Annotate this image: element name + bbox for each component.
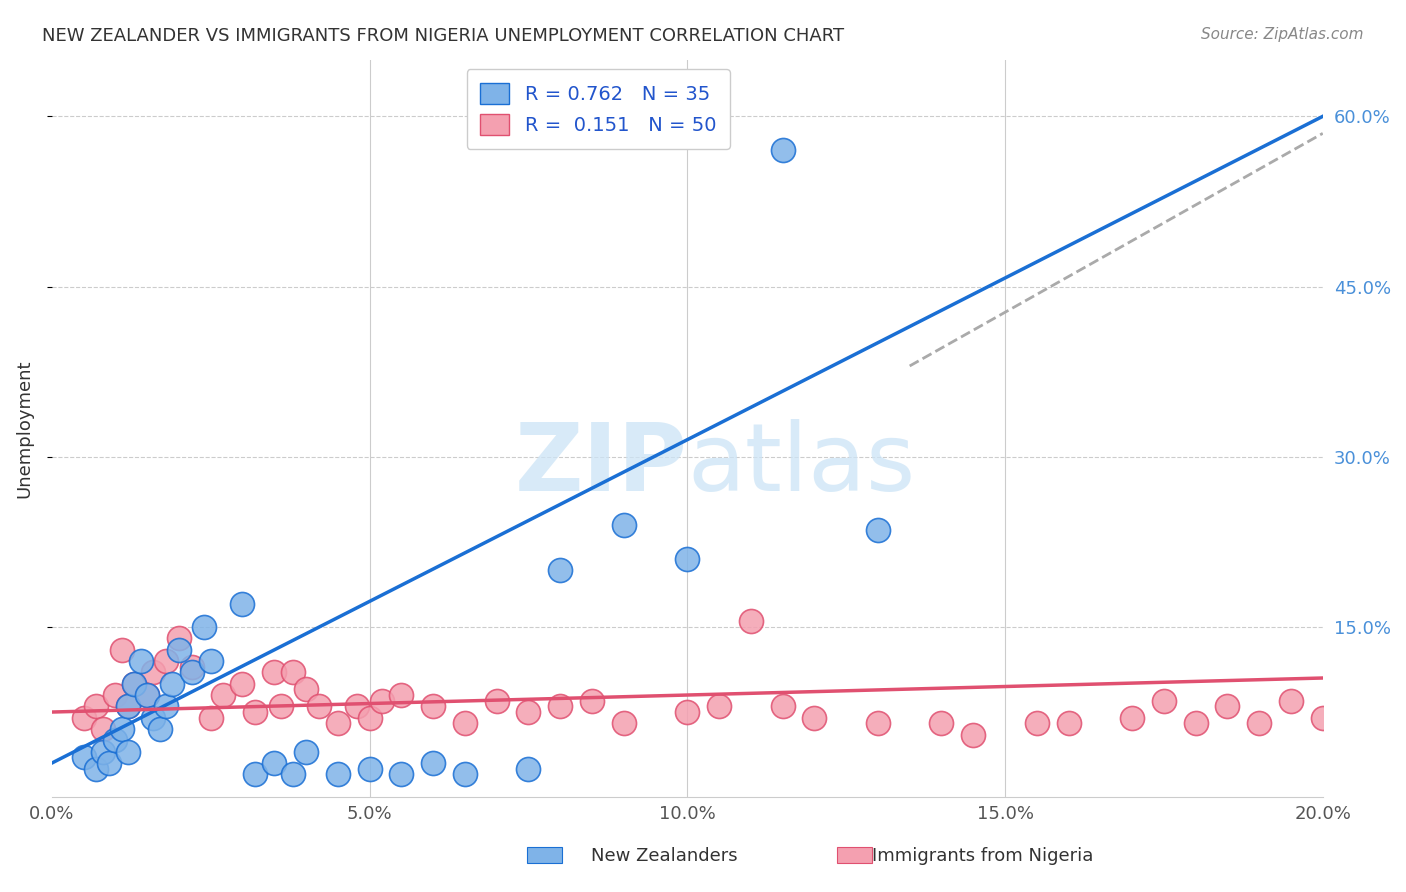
Point xyxy=(72,711,94,725)
Point xyxy=(97,756,120,771)
Point xyxy=(231,676,253,690)
Point xyxy=(707,699,730,714)
Point xyxy=(1216,699,1239,714)
Point xyxy=(270,699,292,714)
Point xyxy=(548,699,571,714)
Point xyxy=(243,767,266,781)
Point xyxy=(548,563,571,577)
Point xyxy=(389,767,412,781)
Point xyxy=(389,688,412,702)
Point xyxy=(124,676,146,690)
Text: atlas: atlas xyxy=(688,419,915,511)
Legend: R = 0.762   N = 35, R =  0.151   N = 50: R = 0.762 N = 35, R = 0.151 N = 50 xyxy=(467,70,730,149)
Point xyxy=(1279,694,1302,708)
Point xyxy=(283,767,305,781)
Point xyxy=(162,676,184,690)
Point xyxy=(193,620,215,634)
Point xyxy=(180,659,202,673)
Point xyxy=(931,716,953,731)
Point xyxy=(117,745,139,759)
Point xyxy=(124,676,146,690)
Point xyxy=(803,711,825,725)
Point xyxy=(581,694,603,708)
Point xyxy=(117,699,139,714)
Point xyxy=(142,711,165,725)
Point xyxy=(517,762,540,776)
Point xyxy=(104,688,127,702)
Point xyxy=(613,716,636,731)
Point xyxy=(104,733,127,747)
Text: Immigrants from Nigeria: Immigrants from Nigeria xyxy=(872,847,1092,865)
Point xyxy=(613,517,636,532)
Point xyxy=(142,665,165,680)
Point xyxy=(1153,694,1175,708)
Point xyxy=(866,716,889,731)
Point xyxy=(84,762,107,776)
Point xyxy=(326,767,349,781)
Point xyxy=(231,597,253,611)
Point xyxy=(422,756,444,771)
Point xyxy=(676,552,699,566)
Point xyxy=(1057,716,1080,731)
Point xyxy=(167,642,190,657)
Text: ZIP: ZIP xyxy=(515,419,688,511)
Text: Source: ZipAtlas.com: Source: ZipAtlas.com xyxy=(1201,27,1364,42)
Point xyxy=(676,705,699,719)
Point xyxy=(1025,716,1047,731)
Point xyxy=(295,745,318,759)
Point xyxy=(371,694,394,708)
Point xyxy=(422,699,444,714)
Point xyxy=(243,705,266,719)
Point xyxy=(200,654,222,668)
Point xyxy=(772,144,794,158)
Point xyxy=(326,716,349,731)
Point xyxy=(1184,716,1206,731)
Point xyxy=(359,711,381,725)
Point xyxy=(263,665,285,680)
Text: New Zealanders: New Zealanders xyxy=(591,847,737,865)
Text: NEW ZEALANDER VS IMMIGRANTS FROM NIGERIA UNEMPLOYMENT CORRELATION CHART: NEW ZEALANDER VS IMMIGRANTS FROM NIGERIA… xyxy=(42,27,845,45)
Point xyxy=(454,767,477,781)
Point xyxy=(91,745,114,759)
Point xyxy=(517,705,540,719)
Point xyxy=(200,711,222,725)
Point xyxy=(212,688,235,702)
Point xyxy=(72,750,94,764)
Point xyxy=(263,756,285,771)
Point xyxy=(111,642,134,657)
Point xyxy=(740,614,762,628)
Point xyxy=(84,699,107,714)
Point xyxy=(136,688,159,702)
Point xyxy=(1249,716,1271,731)
Point xyxy=(283,665,305,680)
Point xyxy=(485,694,508,708)
Point xyxy=(295,682,318,697)
Point xyxy=(866,524,889,538)
Point xyxy=(149,722,172,736)
Point xyxy=(155,699,177,714)
Point xyxy=(91,722,114,736)
Point xyxy=(136,688,159,702)
Point xyxy=(1121,711,1143,725)
Point xyxy=(308,699,330,714)
Point xyxy=(1312,711,1334,725)
Point xyxy=(346,699,368,714)
Point xyxy=(359,762,381,776)
Point xyxy=(129,654,152,668)
Point xyxy=(167,632,190,646)
Point xyxy=(180,665,202,680)
Point xyxy=(772,699,794,714)
Point xyxy=(111,722,134,736)
Point xyxy=(454,716,477,731)
Point xyxy=(962,728,984,742)
Y-axis label: Unemployment: Unemployment xyxy=(15,359,32,498)
Point xyxy=(155,654,177,668)
Point xyxy=(117,699,139,714)
